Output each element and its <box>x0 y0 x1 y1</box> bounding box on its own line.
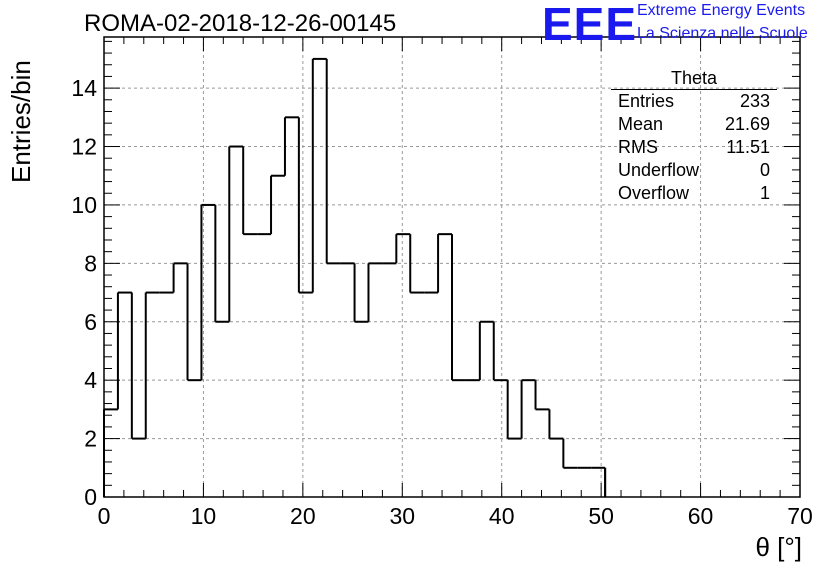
stats-label: Underflow <box>618 160 700 180</box>
stats-value: 233 <box>739 91 770 111</box>
x-tick-label: 20 <box>290 503 316 529</box>
histogram-bars <box>103 57 607 497</box>
histogram-bin <box>283 116 299 176</box>
y-tick-label: 6 <box>84 309 97 335</box>
stats-title: Theta <box>611 68 777 90</box>
stats-row-underflow: Underflow 0 <box>611 159 777 182</box>
x-tick-label: 40 <box>489 503 515 529</box>
y-tick-label: 8 <box>84 250 97 276</box>
eee-logo: EEE <box>542 0 638 50</box>
x-tick-label: 0 <box>98 503 111 529</box>
y-tick-label: 10 <box>71 192 97 218</box>
stats-label: Overflow <box>618 183 690 203</box>
y-tick-label: 12 <box>71 134 97 160</box>
histogram-bin <box>395 233 411 264</box>
stats-label: RMS <box>618 137 658 157</box>
stats-value: 0 <box>759 160 770 180</box>
histogram-bin <box>478 320 494 381</box>
y-tick-label: 4 <box>84 367 97 393</box>
histogram-bin <box>200 203 216 381</box>
histogram-bin <box>172 262 188 293</box>
stats-row-overflow: Overflow 1 <box>611 182 777 205</box>
histogram-bin <box>492 321 508 382</box>
histogram-bin <box>534 380 550 411</box>
run-title: ROMA-02-2018-12-26-00145 <box>84 10 397 37</box>
histogram-bin <box>242 146 258 236</box>
stats-box: Theta Entries 233 Mean 21.69 RMS 11.51 U… <box>611 68 777 205</box>
y-axis-label-text: Entries/bin <box>6 60 36 183</box>
x-tick-label: 70 <box>787 503 813 529</box>
y-tick-label: 0 <box>84 484 97 510</box>
histogram-bin <box>506 380 522 440</box>
histogram-bin <box>562 438 578 469</box>
histogram-bin <box>353 263 369 323</box>
stats-value: 1 <box>759 183 770 203</box>
stats-value: 21.69 <box>724 114 770 134</box>
histogram-bin <box>270 174 285 235</box>
eee-logo-line-1: Extreme Energy Events <box>637 2 806 19</box>
stats-row-entries: Entries 233 <box>611 90 777 113</box>
x-tick-label: 60 <box>688 503 714 529</box>
histogram-bin <box>297 117 313 294</box>
y-tick-label: 14 <box>71 75 97 101</box>
stats-row-rms: RMS 11.51 <box>611 136 777 159</box>
histogram-bin <box>228 145 244 322</box>
x-tick-label: 10 <box>191 503 217 529</box>
y-tick-label: 2 <box>84 426 97 452</box>
histogram-bin <box>103 408 118 497</box>
x-axis-label: θ [°] <box>755 532 802 562</box>
stats-label: Mean <box>618 114 664 134</box>
histogram-bin <box>311 57 327 293</box>
histogram-bin <box>409 234 425 294</box>
histogram-bin <box>437 233 452 293</box>
histogram-bin <box>451 234 466 382</box>
histogram-bin <box>325 58 341 265</box>
histogram-bin <box>367 262 383 322</box>
stats-row-mean: Mean 21.69 <box>611 113 777 136</box>
stats-label: Entries <box>618 91 675 111</box>
stats-value: 11.51 <box>726 137 770 157</box>
histogram-bin <box>144 291 160 439</box>
histogram-bin <box>186 263 202 382</box>
histogram-bin <box>548 409 564 440</box>
histogram-bin <box>520 379 536 439</box>
eee-logo-line-2: La Scienza nelle Scuole <box>637 25 808 42</box>
x-tick-label: 30 <box>389 503 415 529</box>
histogram-bin <box>116 291 132 410</box>
x-tick-label: 50 <box>588 503 614 529</box>
histogram-bin <box>214 204 230 323</box>
histogram-bin <box>130 292 146 440</box>
plot-frame <box>103 36 801 498</box>
